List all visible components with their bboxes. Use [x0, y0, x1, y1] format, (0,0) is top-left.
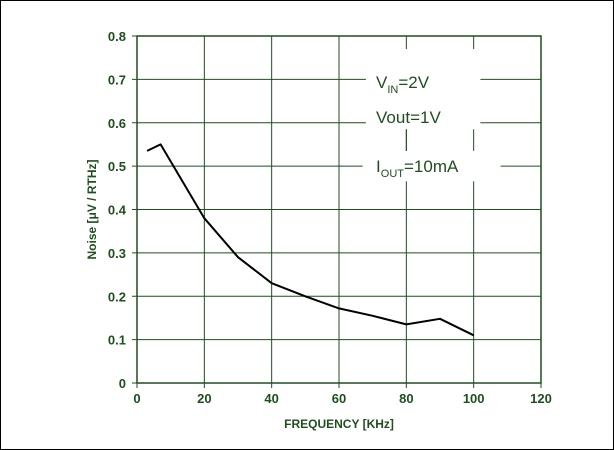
y-tick-label: 0.4 — [108, 203, 127, 218]
y-tick-label: 0.8 — [108, 29, 126, 44]
y-tick-label: 0.3 — [108, 246, 126, 261]
y-tick-label: 0.2 — [108, 289, 126, 304]
annotation-2: Vout=1V — [376, 108, 441, 127]
annotation-background-2 — [362, 150, 501, 182]
x-tick-label: 20 — [197, 391, 211, 406]
plot-area — [136, 35, 542, 384]
annotation-layer: VIN=2V Vout=1V IOUT=10mA — [362, 73, 501, 182]
x-tick-label: 100 — [463, 391, 485, 406]
annotation-3: IOUT=10mA — [376, 157, 459, 180]
y-tick-label: 0.7 — [108, 72, 126, 87]
series-layer — [146, 143, 475, 337]
y-tick-label: 0.1 — [108, 333, 126, 348]
y-axis-label: Noise [μV / RTHz] — [85, 159, 99, 259]
x-tick-label: 80 — [399, 391, 413, 406]
x-tick-label: 120 — [530, 391, 552, 406]
y-tick-labels: 0 0.1 0.2 0.3 0.4 0.5 0.6 0.7 0.8 — [108, 29, 127, 391]
x-axis-label: FREQUENCY [KHz] — [284, 417, 394, 431]
y-tick-label: 0.5 — [108, 159, 126, 174]
y-tick-label: 0.6 — [108, 116, 126, 131]
y-tick-label: 0 — [119, 376, 126, 391]
annotation-1: VIN=2V — [376, 73, 430, 96]
x-tick-label: 0 — [133, 391, 140, 406]
annotation-background — [365, 49, 481, 130]
x-tick-label: 40 — [264, 391, 278, 406]
x-tick-label: 60 — [332, 391, 346, 406]
series-line — [146, 143, 475, 337]
x-tick-labels: 0 20 40 60 80 100 120 — [133, 391, 551, 406]
